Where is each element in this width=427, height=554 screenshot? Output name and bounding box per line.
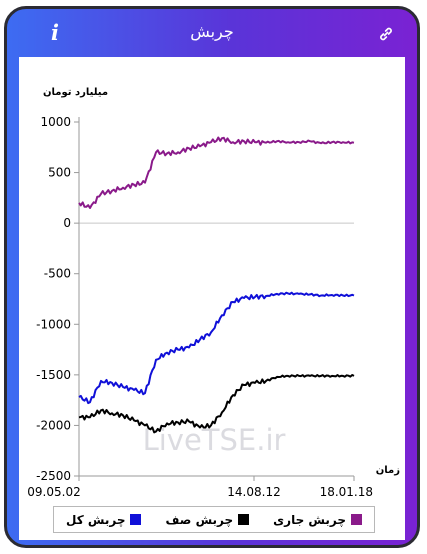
legend-label-kol: چربش کل — [66, 512, 126, 527]
chart-panel: میلیارد تومان زمان LiveTSE.ir 1000 500 0 -5… — [19, 57, 405, 540]
x-axis-label: زمان — [376, 465, 400, 476]
legend-swatch-jari — [351, 514, 362, 525]
y-tick-label: -500 — [44, 267, 71, 281]
page-title: چربش — [190, 22, 234, 41]
legend-swatch-saf — [238, 514, 250, 525]
chart: میلیارد تومان زمان LiveTSE.ir 1000 500 0 -5… — [27, 87, 400, 499]
link-icon[interactable] — [377, 25, 395, 43]
chart-legend: چربش جاری چربش صف چربش کل — [53, 506, 375, 533]
info-icon[interactable]: i — [51, 20, 59, 45]
y-tick-label: -1000 — [36, 317, 71, 331]
y-tick-label: -2000 — [36, 418, 71, 432]
x-tick-label: 14.08.12 — [227, 485, 280, 499]
legend-item-jari[interactable]: چربش جاری — [273, 513, 362, 527]
x-tick-label: 18.01.18 — [320, 485, 373, 499]
legend-item-saf[interactable]: چربش صف — [166, 513, 250, 527]
series-line-2[interactable] — [78, 291, 355, 405]
legend-label-saf: چربش صف — [165, 512, 234, 527]
y-tick-label: -2500 — [36, 469, 71, 483]
x-tick-label: 09.05.02 — [27, 485, 80, 499]
watermark: LiveTSE.ir — [143, 423, 286, 457]
y-tick-label: 1000 — [40, 115, 71, 129]
legend-swatch-kol — [130, 514, 142, 525]
y-tick-label: 500 — [48, 166, 71, 180]
app-frame: i چربش میلیارد تومان زمان LiveTSE.ir 100… — [4, 6, 420, 548]
header: i چربش — [7, 9, 417, 59]
legend-item-kol[interactable]: چربش کل — [66, 512, 142, 527]
series-line-0[interactable] — [78, 136, 355, 209]
series-line-1[interactable] — [78, 374, 355, 434]
y-tick-label: 0 — [63, 216, 71, 230]
y-tick-label: -1500 — [36, 368, 71, 382]
y-axis-label: میلیارد تومان — [43, 87, 108, 98]
legend-label-jari: چربش جاری — [273, 512, 346, 527]
